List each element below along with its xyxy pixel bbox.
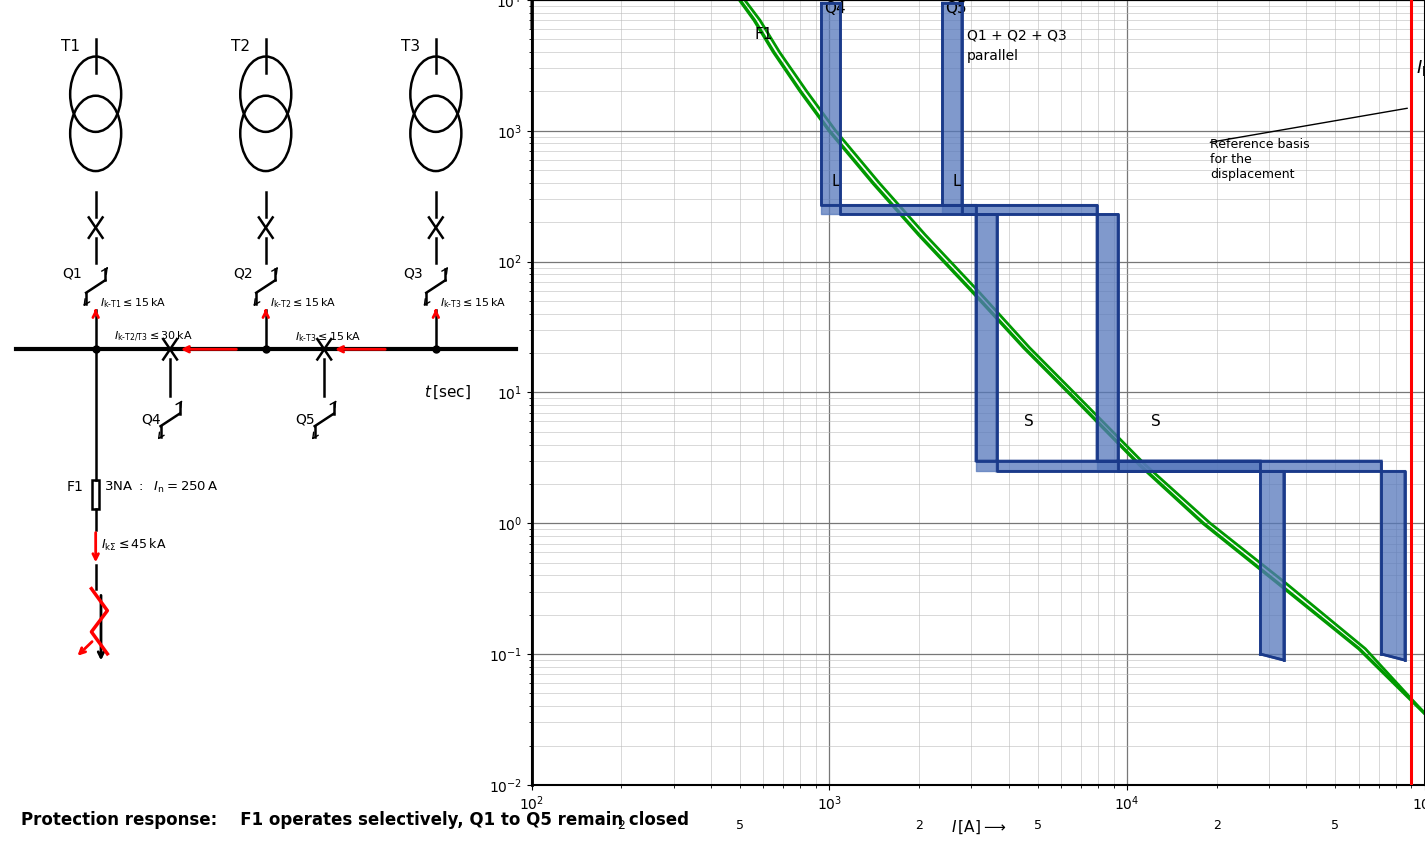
Text: T2: T2	[231, 39, 251, 54]
Text: 2: 2	[617, 819, 626, 832]
Text: F1: F1	[754, 27, 772, 43]
Text: $I_{\mathrm{k\text{-}T2}} \leq 15\,\mathrm{kA}$: $I_{\mathrm{k\text{-}T2}} \leq 15\,\math…	[269, 296, 336, 310]
Text: Q1 + Q2 + Q3: Q1 + Q2 + Q3	[968, 28, 1067, 43]
Text: $I_{\mathrm{k\text{-}T3}} \leq 15\,\mathrm{kA}$: $I_{\mathrm{k\text{-}T3}} \leq 15\,\math…	[440, 296, 506, 310]
Text: Q5: Q5	[945, 1, 968, 15]
Text: Protection response:    F1 operates selectively, Q1 to Q5 remain closed: Protection response: F1 operates selecti…	[21, 811, 690, 829]
Polygon shape	[942, 3, 1405, 660]
Text: parallel: parallel	[968, 49, 1019, 62]
Text: 5: 5	[735, 819, 744, 832]
X-axis label: $I\,\mathrm{[A]}\longrightarrow$: $I\,\mathrm{[A]}\longrightarrow$	[950, 819, 1006, 836]
Text: Q3: Q3	[403, 266, 423, 280]
Text: 5: 5	[1331, 819, 1340, 832]
Text: T1: T1	[61, 39, 80, 54]
Text: S: S	[1025, 415, 1033, 429]
Text: 5: 5	[1033, 819, 1042, 832]
Text: Q4: Q4	[141, 413, 161, 427]
Text: T3: T3	[402, 39, 420, 54]
Y-axis label: $t\,[\mathrm{sec}]$: $t\,[\mathrm{sec}]$	[423, 384, 470, 401]
Text: 2: 2	[1213, 819, 1221, 832]
Text: $I_{\mathrm{k\text{-}T3}} \leq 15\,\mathrm{kA}$: $I_{\mathrm{k\text{-}T3}} \leq 15\,\math…	[295, 330, 361, 344]
Text: $I_{\mathrm{k}\text{-}\Sigma}$: $I_{\mathrm{k}\text{-}\Sigma}$	[1415, 58, 1425, 79]
Text: Q5: Q5	[295, 413, 315, 427]
Text: $I_{\mathrm{k}\Sigma} \leq 45\,\mathrm{kA}$: $I_{\mathrm{k}\Sigma} \leq 45\,\mathrm{k…	[101, 537, 167, 553]
Text: L: L	[832, 174, 841, 189]
Text: Reference basis
for the
displacement: Reference basis for the displacement	[1210, 139, 1310, 181]
Text: L: L	[953, 174, 962, 189]
Text: $I_{\mathrm{k\text{-}T2/T3}} \leq 30\,\mathrm{kA}$: $I_{\mathrm{k\text{-}T2/T3}} \leq 30\,\m…	[114, 330, 192, 345]
Bar	[93, 480, 100, 510]
Polygon shape	[821, 3, 1284, 660]
Text: F1: F1	[67, 480, 83, 493]
Text: Q4: Q4	[824, 1, 845, 15]
Text: $I_{\mathrm{k\text{-}T1}} \leq 15\,\mathrm{kA}$: $I_{\mathrm{k\text{-}T1}} \leq 15\,\math…	[100, 296, 167, 310]
Text: Q1: Q1	[63, 266, 83, 280]
Text: 3NA $:$  $I_{\mathrm{n}} = 250\,\mathrm{A}$: 3NA $:$ $I_{\mathrm{n}} = 250\,\mathrm{A…	[104, 480, 218, 495]
Text: S: S	[1151, 415, 1160, 429]
Text: 2: 2	[915, 819, 923, 832]
Text: Q2: Q2	[232, 266, 252, 280]
